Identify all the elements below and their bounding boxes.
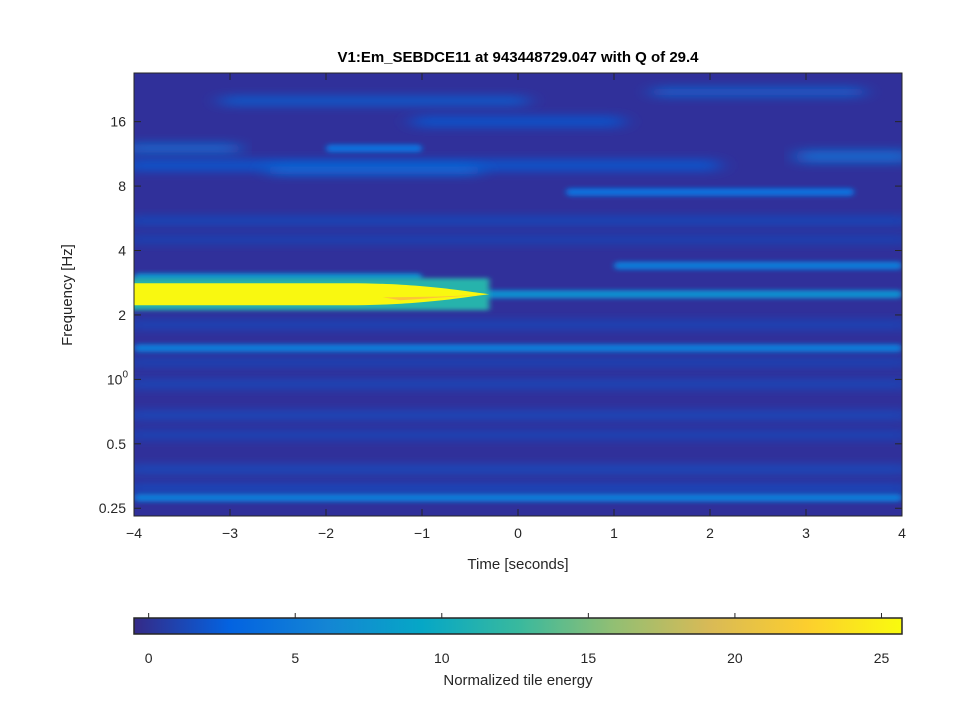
texture-band xyxy=(134,217,902,224)
y-tick-label: 100 xyxy=(107,369,129,387)
texture-band xyxy=(220,96,528,105)
y-tick-label: 16 xyxy=(110,114,126,130)
x-tick-label: −4 xyxy=(126,525,142,541)
energy-features xyxy=(134,144,902,502)
y-tick-label: 0.5 xyxy=(107,436,127,452)
y-axis-label: Frequency [Hz] xyxy=(59,244,76,346)
x-tick-label: 2 xyxy=(706,525,714,541)
x-axis-label: Time [seconds] xyxy=(467,556,568,573)
energy-texture xyxy=(134,88,902,492)
texture-band xyxy=(652,88,864,97)
texture-band xyxy=(134,237,902,243)
x-tick-label: −2 xyxy=(318,525,334,541)
colorbar-label: Normalized tile energy xyxy=(443,672,593,689)
y-tick-label: 4 xyxy=(118,243,126,259)
x-tick-label: 3 xyxy=(802,525,810,541)
y-axis: 0.25 0.5 100 2 4 8 16 xyxy=(99,114,902,516)
energy-feature xyxy=(134,493,902,502)
texture-band xyxy=(134,143,240,153)
x-tick-label: 4 xyxy=(898,525,906,541)
x-tick-label: 1 xyxy=(610,525,618,541)
y-tick-label: 2 xyxy=(118,307,126,323)
x-tick-label: −3 xyxy=(222,525,238,541)
energy-feature xyxy=(134,344,902,353)
texture-band xyxy=(134,466,902,472)
y-tick-label: 0.25 xyxy=(99,500,126,516)
texture-band xyxy=(134,359,902,365)
energy-feature xyxy=(470,290,902,299)
colorbar-tick-label: 10 xyxy=(434,650,450,666)
texture-band xyxy=(134,485,902,492)
texture-band xyxy=(134,322,902,328)
x-axis: −4 −3 −2 −1 0 1 2 3 4 xyxy=(126,73,906,541)
energy-feature xyxy=(326,144,422,153)
texture-band xyxy=(268,165,480,175)
colorbar-tick-label: 15 xyxy=(581,650,597,666)
energy-feature-edge xyxy=(382,294,490,301)
colorbar-tick-label: 20 xyxy=(727,650,743,666)
chart-title: V1:Em_SEBDCE11 at 943448729.047 with Q o… xyxy=(337,49,699,66)
x-tick-label: 0 xyxy=(514,525,522,541)
y-tick-label: 8 xyxy=(118,178,126,194)
energy-feature xyxy=(614,261,902,270)
texture-band xyxy=(134,432,902,438)
texture-band xyxy=(796,150,902,163)
plot-area xyxy=(133,72,903,517)
texture-band xyxy=(412,116,624,127)
texture-band xyxy=(134,412,902,418)
texture-band xyxy=(134,381,902,387)
colorbar: 0 5 10 15 20 25 Normalized tile energy xyxy=(133,613,903,689)
x-tick-label: −1 xyxy=(414,525,430,541)
colorbar-tick-label: 25 xyxy=(874,650,890,666)
colorbar-tick-label: 0 xyxy=(145,650,153,666)
colorbar-ticks: 0 5 10 15 20 25 xyxy=(145,613,890,666)
colorbar-tick-label: 5 xyxy=(291,650,299,666)
energy-feature xyxy=(566,188,854,197)
colorbar-gradient xyxy=(133,617,903,635)
